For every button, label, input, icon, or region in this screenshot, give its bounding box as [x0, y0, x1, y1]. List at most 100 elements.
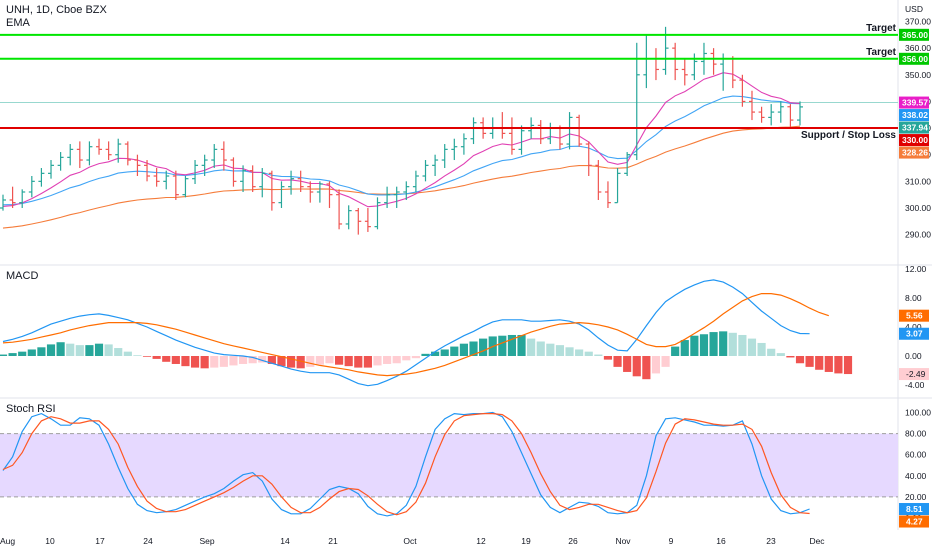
- macd-pane-title[interactable]: MACD: [6, 270, 38, 282]
- macd-histogram-bar[interactable]: [210, 356, 219, 368]
- macd-histogram-bar[interactable]: [267, 356, 276, 364]
- macd-histogram-bar[interactable]: [776, 353, 785, 356]
- macd-histogram-bar[interactable]: [142, 356, 152, 357]
- macd-histogram-bar[interactable]: [680, 340, 689, 356]
- macd-histogram-bar[interactable]: [190, 356, 200, 368]
- macd-histogram-bar[interactable]: [56, 342, 65, 356]
- macd-histogram-bar[interactable]: [344, 356, 353, 367]
- macd-histogram-bar[interactable]: [402, 356, 411, 361]
- macd-histogram-bar[interactable]: [719, 331, 728, 356]
- macd-badge-text: 3.07: [906, 329, 923, 339]
- macd-histogram-bar[interactable]: [536, 341, 545, 357]
- ema-indicator-label[interactable]: EMA: [6, 17, 31, 29]
- macd-histogram-bar[interactable]: [306, 356, 315, 367]
- macd-histogram-bar[interactable]: [469, 341, 478, 357]
- macd-histogram-bar[interactable]: [200, 356, 209, 369]
- macd-histogram-bar[interactable]: [613, 356, 622, 367]
- macd-histogram-bar[interactable]: [805, 356, 814, 367]
- macd-histogram-bar[interactable]: [824, 356, 833, 372]
- macd-histogram-bar[interactable]: [575, 349, 584, 356]
- macd-histogram-bar[interactable]: [450, 346, 459, 356]
- macd-histogram-bar[interactable]: [152, 356, 161, 359]
- macd-histogram-bar[interactable]: [834, 356, 843, 374]
- macd-histogram-bar[interactable]: [37, 347, 46, 356]
- macd-histogram-bar[interactable]: [546, 343, 555, 356]
- macd-histogram-bar[interactable]: [479, 338, 488, 356]
- macd-histogram-bar[interactable]: [632, 356, 641, 377]
- macd-histogram-bar[interactable]: [238, 356, 248, 364]
- macd-histogram-bar[interactable]: [219, 356, 228, 367]
- macd-histogram-bar[interactable]: [171, 356, 180, 364]
- macd-histogram-bar[interactable]: [661, 356, 670, 367]
- macd-histogram-bar[interactable]: [133, 355, 142, 356]
- macd-histogram-bar[interactable]: [623, 356, 632, 372]
- target-level-label: Target: [866, 47, 896, 58]
- macd-histogram-bar[interactable]: [85, 345, 94, 356]
- macd-histogram-bar[interactable]: [440, 349, 449, 356]
- macd-histogram-bar[interactable]: [738, 334, 747, 356]
- macd-histogram-bar[interactable]: [248, 356, 257, 364]
- macd-histogram-bar[interactable]: [786, 356, 795, 358]
- macd-histogram-bar[interactable]: [843, 356, 853, 375]
- time-axis-tick: 10: [45, 536, 55, 546]
- macd-histogram-bar[interactable]: [728, 332, 737, 356]
- macd-histogram-bar[interactable]: [0, 354, 8, 356]
- macd-histogram-bar[interactable]: [277, 356, 286, 367]
- macd-histogram-bar[interactable]: [642, 356, 651, 380]
- macd-histogram-bar[interactable]: [411, 356, 420, 359]
- macd-histogram-bar[interactable]: [104, 344, 113, 356]
- macd-histogram-bar[interactable]: [27, 349, 36, 356]
- macd-histogram-bar[interactable]: [603, 356, 613, 360]
- macd-histogram-bar[interactable]: [75, 345, 84, 356]
- macd-histogram-bar[interactable]: [18, 351, 27, 356]
- macd-histogram-bar[interactable]: [555, 345, 565, 356]
- macd-histogram-bar[interactable]: [162, 356, 171, 362]
- macd-histogram-bar[interactable]: [363, 356, 372, 368]
- macd-histogram-bar[interactable]: [286, 356, 296, 368]
- macd-histogram-bar[interactable]: [517, 334, 526, 356]
- macd-histogram-bar[interactable]: [747, 338, 757, 356]
- macd-histogram-bar[interactable]: [690, 335, 699, 356]
- macd-histogram-bar[interactable]: [459, 343, 468, 356]
- macd-histogram-bar[interactable]: [594, 354, 603, 356]
- macd-histogram-bar[interactable]: [383, 356, 392, 364]
- macd-histogram-bar[interactable]: [181, 356, 190, 367]
- macd-badge: [899, 309, 929, 322]
- macd-histogram-bar[interactable]: [651, 356, 661, 374]
- macd-histogram-bar[interactable]: [527, 338, 536, 356]
- macd-histogram-bar[interactable]: [373, 356, 382, 366]
- macd-histogram-bar[interactable]: [335, 356, 344, 365]
- macd-histogram-bar[interactable]: [421, 353, 430, 356]
- macd-histogram-bar[interactable]: [229, 356, 238, 366]
- macd-histogram-bar[interactable]: [296, 356, 305, 369]
- macd-histogram-bar[interactable]: [767, 348, 776, 356]
- macd-histogram-bar[interactable]: [431, 351, 440, 356]
- macd-histogram-bar[interactable]: [709, 332, 718, 356]
- macd-histogram-bar[interactable]: [671, 346, 680, 356]
- price-axis-tick: 360.00: [905, 43, 931, 53]
- macd-histogram-bar[interactable]: [507, 334, 517, 356]
- macd-histogram-bar[interactable]: [498, 335, 507, 356]
- time-axis-tick: 19: [521, 536, 531, 546]
- macd-histogram-bar[interactable]: [258, 356, 267, 363]
- macd-histogram-bar[interactable]: [114, 348, 123, 356]
- macd-histogram-bar[interactable]: [815, 356, 824, 370]
- macd-histogram-bar[interactable]: [123, 351, 132, 356]
- macd-histogram-bar[interactable]: [699, 334, 709, 356]
- macd-histogram-bar[interactable]: [94, 343, 104, 356]
- symbol-title[interactable]: UNH, 1D, Cboe BZX: [6, 4, 108, 16]
- macd-signal-line: [2, 293, 829, 377]
- macd-histogram-bar[interactable]: [584, 351, 593, 356]
- macd-histogram-bar[interactable]: [325, 356, 334, 364]
- macd-histogram-bar[interactable]: [46, 344, 56, 356]
- macd-histogram-bar[interactable]: [392, 356, 401, 364]
- macd-histogram-bar[interactable]: [757, 342, 766, 356]
- macd-histogram-bar[interactable]: [8, 353, 17, 356]
- macd-histogram-bar[interactable]: [315, 356, 324, 365]
- macd-histogram-bar[interactable]: [795, 356, 805, 364]
- stoch-rsi-pane-title[interactable]: Stoch RSI: [6, 403, 56, 415]
- macd-histogram-bar[interactable]: [354, 356, 363, 368]
- macd-histogram-bar[interactable]: [565, 347, 574, 356]
- macd-histogram-bar[interactable]: [66, 343, 75, 356]
